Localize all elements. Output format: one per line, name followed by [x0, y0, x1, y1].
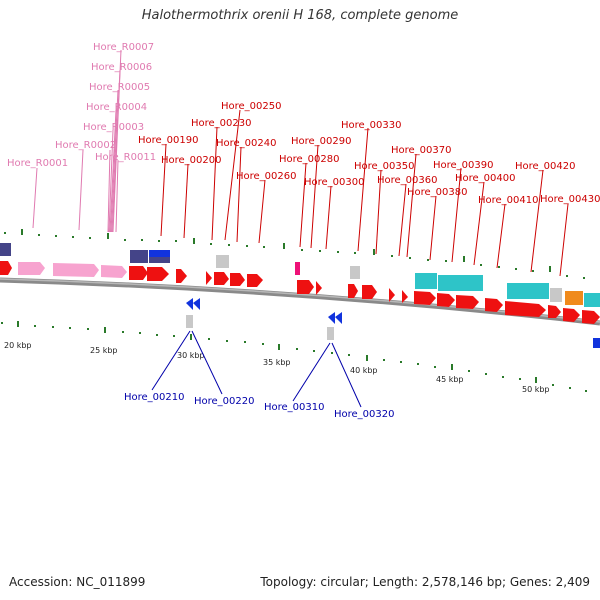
gene-red-arrow: [548, 305, 561, 318]
gene-red-arrow: [230, 273, 245, 286]
gene-label: Hore_00390: [433, 160, 494, 171]
gene-label: Hore_00190: [138, 135, 199, 146]
gene-red-arrow: [0, 261, 12, 275]
gene-teal-2: [438, 275, 483, 291]
gene-orange: [565, 291, 583, 305]
gene-red-arrow: [582, 310, 600, 324]
upper-feature-track: [0, 243, 600, 307]
forward-gene-track: [0, 261, 600, 324]
gene-teal-1: [415, 273, 437, 289]
gene-label: Hore_00400: [455, 173, 516, 184]
gene-label: Hore_00230: [191, 118, 252, 129]
scale-label-30kbp: 30 kbp: [177, 351, 205, 360]
genome-summary: Topology: circular; Length: 2,578,146 bp…: [260, 575, 590, 589]
gene-label: Hore_00350: [354, 161, 415, 172]
outer-tick-row: [4, 229, 585, 279]
gene-red-arrow: [206, 271, 212, 285]
reverse-gene-track: [186, 298, 600, 348]
accession-text: Accession: NC_011899: [9, 575, 146, 589]
gene-label: Hore_00360: [377, 175, 438, 186]
gene-label: Hore_00240: [216, 138, 277, 149]
gene-red-arrow: [505, 301, 546, 317]
gene-label: Hore_R0006: [91, 62, 152, 73]
gene-blue-reverse: [186, 298, 193, 310]
rna-pink-arrow: [101, 265, 127, 278]
gene-label: Hore_R0011: [95, 152, 156, 163]
gene-teal-4: [584, 293, 600, 307]
gene-red-arrow: [297, 280, 314, 294]
gene-label: Hore_00250: [221, 101, 282, 112]
gene-label: Hore_R0001: [7, 158, 68, 169]
gene-red-arrow: [348, 284, 358, 298]
gene-red-arrow: [414, 291, 436, 305]
gene-label: Hore_00320: [334, 409, 395, 420]
gene-grey-reverse: [186, 315, 193, 328]
gene-label: Hore_R0004: [86, 102, 147, 113]
gene-label: Hore_00260: [236, 171, 297, 182]
scale-label-45kbp: 45 kbp: [436, 375, 464, 384]
gene-navy-2: [130, 250, 148, 263]
gene-label: Hore_00210: [124, 392, 185, 403]
gene-label: Hore_00220: [194, 396, 255, 407]
gene-label: Hore_00330: [341, 120, 402, 131]
gene-label: Hore_00290: [291, 136, 352, 147]
gene-red-arrow: [389, 288, 395, 302]
scale-label-25kbp: 25 kbp: [90, 346, 118, 355]
gene-red-arrow: [456, 295, 479, 309]
gene-red-arrow: [362, 285, 377, 299]
gene-label: Hore_00420: [515, 161, 576, 172]
gene-red-arrow: [316, 281, 322, 295]
gene-label: Hore_00430: [540, 194, 600, 205]
gene-navy-1: [0, 243, 11, 256]
gene-red-arrow: [437, 293, 455, 307]
gene-label: Hore_00370: [391, 145, 452, 156]
gene-red-arrow: [563, 308, 580, 322]
scale-label-20kbp: 20 kbp: [4, 341, 32, 350]
gene-label: Hore_R0005: [89, 82, 150, 93]
map-title: Halothermothrix orenii H 168, complete g…: [141, 8, 459, 23]
gene-red-arrow: [129, 266, 148, 280]
scale-label-35kbp: 35 kbp: [263, 358, 291, 367]
gene-grey-3: [550, 288, 562, 302]
gene-label: Hore_R0007: [93, 42, 154, 53]
gene-red-arrow: [214, 272, 229, 285]
gene-blue-reverse: [328, 312, 335, 324]
gene-label: Hore_00300: [304, 177, 365, 188]
gene-label: Hore_R0002: [55, 140, 116, 151]
scale-label-50kbp: 50 kbp: [522, 385, 550, 394]
gene-label: Hore_00200: [161, 155, 222, 166]
gene-label: Hore_00380: [407, 187, 468, 198]
gene-red-arrow: [147, 267, 169, 281]
gene-red-arrow: [247, 274, 263, 287]
gene-grey-1: [216, 255, 229, 268]
gene-red-arrow: [402, 290, 408, 303]
rna-pink-arrow: [18, 262, 45, 275]
gene-label: Hore_00280: [279, 154, 340, 165]
rna-pink-arrow: [53, 263, 99, 277]
scale-label-40kbp: 40 kbp: [350, 366, 378, 375]
gene-teal-3: [507, 283, 549, 299]
top-leader-lines: [160, 109, 569, 277]
inner-tick-row: [1, 321, 587, 392]
gene-label: Hore_00310: [264, 402, 325, 413]
gene-grey-2: [350, 266, 360, 279]
gene-label: Hore_00410: [478, 195, 539, 206]
gene-red-arrow: [176, 269, 187, 283]
gene-red-arrow: [485, 298, 503, 312]
gene-blue-1: [149, 250, 170, 257]
gene-magenta: [295, 262, 300, 275]
gene-label: Hore_R0003: [83, 122, 144, 133]
bottom-leader-lines: [151, 330, 362, 408]
rna-leader-lines: [32, 49, 122, 233]
gene-grey-reverse: [327, 327, 334, 340]
